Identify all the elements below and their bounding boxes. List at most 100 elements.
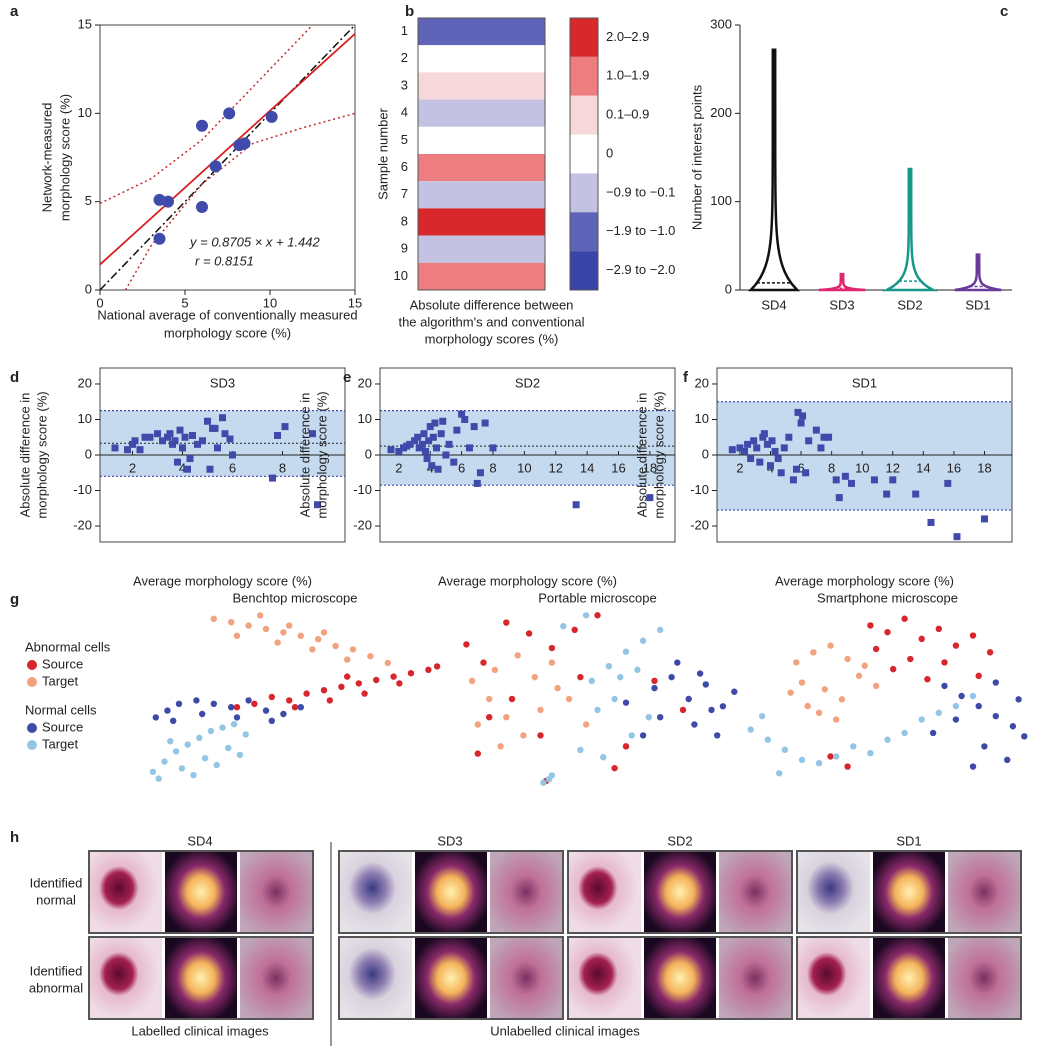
embedding-point <box>833 753 840 760</box>
embedding-point <box>233 632 241 639</box>
y-tick-label: 0 <box>85 446 92 461</box>
embedding-point <box>560 623 567 630</box>
heat-cell <box>418 181 545 209</box>
point <box>281 423 289 431</box>
embedding-point <box>975 702 982 710</box>
y-tick-label: 20 <box>358 375 372 390</box>
embedding-point <box>622 699 630 706</box>
embedding-point <box>594 706 601 714</box>
embedding-point <box>228 704 235 711</box>
heat-cell <box>418 72 545 100</box>
y-tick-label: 10 <box>78 105 92 120</box>
point <box>785 433 793 441</box>
point <box>812 426 820 434</box>
image-frame <box>88 936 314 1020</box>
heatmap-image <box>165 938 237 1018</box>
embedding-point <box>230 721 238 728</box>
point <box>883 490 891 498</box>
embedding-point <box>657 714 664 721</box>
point <box>154 430 161 438</box>
caption: Unlabelled clinical images <box>490 1023 640 1038</box>
legend-label: Target <box>42 673 79 688</box>
embedding-point <box>545 775 553 783</box>
embedding-point <box>1015 696 1022 703</box>
embedding-point <box>798 679 806 686</box>
column-label: SD4 <box>187 833 212 848</box>
heat-cell <box>418 154 545 182</box>
embedding-point <box>531 673 538 681</box>
embedding-point <box>268 717 275 724</box>
embedding-point <box>286 622 293 629</box>
panel-letter: c <box>1000 3 1008 20</box>
embedding-point <box>468 677 476 684</box>
plot-title: SD2 <box>515 375 540 390</box>
embedding-point <box>1004 756 1011 764</box>
x-axis-label: Average morphology score (%) <box>775 573 954 588</box>
embedding-point <box>577 746 584 754</box>
overlay-image <box>490 938 562 1018</box>
embedding-point <box>1009 723 1017 730</box>
x-tick-label: 14 <box>916 460 930 475</box>
y-tick-label: 20 <box>78 375 92 390</box>
embedding-point <box>924 676 931 683</box>
point <box>204 417 211 425</box>
point <box>196 200 208 213</box>
embedding-point <box>758 712 766 720</box>
panel-letter: h <box>10 829 19 846</box>
legend-label: −1.9 to −1.0 <box>606 223 675 238</box>
y-axis-label: morphology score (%) <box>314 391 329 518</box>
violin <box>748 48 800 292</box>
point <box>953 533 961 541</box>
point <box>146 433 154 441</box>
annotation: r = 0.8151 <box>195 253 254 268</box>
point <box>820 433 828 441</box>
embedding-point <box>407 670 415 677</box>
x-tick-label: 2 <box>129 460 136 475</box>
point <box>759 433 767 441</box>
heat-frame <box>417 17 546 291</box>
point <box>756 458 764 466</box>
violin <box>818 272 866 292</box>
embedding-point <box>781 746 789 753</box>
point <box>176 426 184 434</box>
point <box>476 469 484 477</box>
embedding-point <box>210 615 217 622</box>
embedding-point <box>184 741 191 748</box>
embedding-point <box>992 712 999 720</box>
cell-image <box>90 852 162 932</box>
embedding-point <box>918 716 925 723</box>
point <box>221 430 229 438</box>
legend-marker <box>27 660 37 670</box>
embedding-point <box>384 659 391 667</box>
point <box>209 160 222 173</box>
y-tick-label: -20 <box>353 517 372 532</box>
point <box>453 426 461 434</box>
embedding-point <box>582 721 590 728</box>
x-tick-label: SD4 <box>761 297 786 312</box>
cell-image <box>90 938 162 1018</box>
y-tick-label: 20 <box>695 375 709 390</box>
point <box>434 465 442 473</box>
point <box>470 423 478 431</box>
embedding-point <box>503 619 510 626</box>
row-label: 8 <box>401 213 408 228</box>
x-axis-label: Average morphology score (%) <box>438 573 617 588</box>
x-tick-label: 12 <box>886 460 900 475</box>
embedding-point <box>315 636 322 643</box>
y-axis-label: Absolute difference in <box>297 393 312 518</box>
embedding-point <box>958 692 965 700</box>
cell-image <box>340 938 412 1018</box>
embedding-point <box>901 615 908 622</box>
heat-cell <box>418 208 545 236</box>
x-axis-label: the algorithm's and conventional <box>398 314 584 329</box>
row-label: Identified <box>30 963 83 978</box>
x-axis-label: National average of conventionally measu… <box>97 307 357 322</box>
point <box>415 444 423 452</box>
legend-swatch <box>570 95 598 135</box>
y-axis-label: morphology score (%) <box>34 391 49 518</box>
point <box>174 458 181 466</box>
embedding-point <box>390 673 397 680</box>
cell-image <box>798 938 870 1018</box>
embedding-point <box>554 684 561 692</box>
point <box>162 195 174 208</box>
